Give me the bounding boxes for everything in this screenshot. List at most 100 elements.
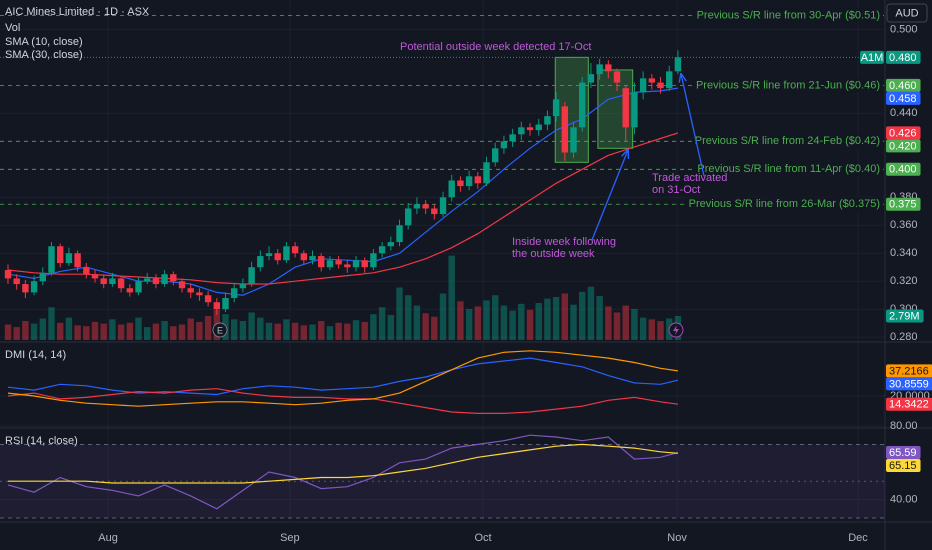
price-tag xyxy=(886,309,924,323)
volume-bar xyxy=(204,315,212,340)
volume-bar xyxy=(535,302,542,340)
candle-body xyxy=(405,208,412,226)
symbol-title: AIC Mines Limited · 1D · ASX xyxy=(5,6,150,18)
y-tick-label: 40.00 xyxy=(890,494,918,506)
y-tick-label: 0.500 xyxy=(890,23,918,35)
candle-body xyxy=(152,278,160,285)
x-tick-label: Dec xyxy=(848,532,868,544)
x-tick-label: Aug xyxy=(98,532,118,544)
candle-body xyxy=(109,278,116,285)
candle-body xyxy=(326,260,334,268)
candle-body xyxy=(448,180,455,198)
candle-body xyxy=(622,88,629,128)
candle-body xyxy=(4,270,12,279)
volume-bar xyxy=(500,305,508,340)
candle-body xyxy=(231,288,238,299)
volume-bar xyxy=(100,323,107,340)
candle-body xyxy=(91,274,99,279)
price-tag-label: 0.420 xyxy=(889,140,917,152)
candle-body xyxy=(518,127,525,135)
pane-title: DMI (14, 14) xyxy=(5,349,66,361)
price-tag xyxy=(886,459,921,473)
earnings-icon[interactable]: E xyxy=(212,322,228,338)
volume-bar xyxy=(231,319,238,340)
volume-bar xyxy=(335,322,342,340)
candle-body xyxy=(65,253,73,264)
candle-body xyxy=(57,246,64,264)
volume-bar xyxy=(248,312,255,340)
price-tag xyxy=(886,91,921,105)
y-tick-label: 80.00 xyxy=(890,420,918,432)
volume-bar xyxy=(109,319,116,340)
x-tick-label: Nov xyxy=(667,532,687,544)
price-tag xyxy=(886,377,932,391)
earnings-marker: E xyxy=(217,325,223,335)
annotation: the outside week xyxy=(512,248,595,260)
indicator-line xyxy=(7,434,679,510)
candle-body xyxy=(117,278,125,289)
event-icon[interactable] xyxy=(668,322,684,338)
volume-bar xyxy=(492,295,499,340)
candle-body xyxy=(204,295,212,303)
symbol-tag-label: A1M xyxy=(861,52,884,64)
price-tag xyxy=(886,126,921,140)
price-tag-label: 0.400 xyxy=(889,164,917,176)
candle-body xyxy=(48,246,55,273)
volume-bar xyxy=(344,323,351,340)
price-tag-label: 0.458 xyxy=(889,93,917,105)
candle-body xyxy=(422,204,429,209)
candle-body xyxy=(161,274,168,285)
volume-bar xyxy=(83,326,90,340)
volume-bar xyxy=(170,326,177,340)
currency-label: AUD xyxy=(895,7,918,19)
volume-bar xyxy=(187,318,194,340)
candle-body xyxy=(361,260,368,268)
candle-body xyxy=(657,82,664,89)
volume-bar xyxy=(431,316,438,340)
candle-body xyxy=(100,278,107,285)
annotation: Trade activated xyxy=(652,172,727,184)
volume-bar xyxy=(257,317,264,340)
volume-bar xyxy=(178,324,186,340)
sr-label-bg xyxy=(693,8,883,23)
candle-body xyxy=(265,253,273,257)
annotation: on 31-Oct xyxy=(652,184,700,196)
candle-body xyxy=(378,246,386,254)
candle-body xyxy=(30,281,38,293)
indicator-line xyxy=(7,388,678,414)
volume-bar xyxy=(596,296,603,340)
volume-bar xyxy=(657,321,664,340)
y-tick-label: 0.360 xyxy=(890,219,918,231)
volume-bar xyxy=(309,324,316,340)
candle-body xyxy=(457,180,464,187)
price-tag-label: 0.480 xyxy=(889,52,917,64)
candle-body xyxy=(13,278,20,285)
candle-body xyxy=(187,288,194,293)
plot-area: Aug Sep Oct Nov Dec0.5000.4400.3800.3600.340… xyxy=(0,8,930,544)
candle-body xyxy=(509,134,516,142)
candle-body xyxy=(605,64,612,72)
candle-body xyxy=(483,162,490,184)
price-tag-label: 0.375 xyxy=(889,199,917,211)
volume-bar xyxy=(22,321,29,340)
volume-bar xyxy=(605,306,612,340)
price-tag-label: 2.79M xyxy=(889,310,920,322)
volume-bar xyxy=(405,295,412,340)
candle-body xyxy=(239,284,247,289)
volume-bar xyxy=(439,293,447,340)
sr-label: Previous S/R line from 30-Apr ($0.51) xyxy=(697,9,880,21)
volume-bar xyxy=(509,310,516,340)
candle-body xyxy=(126,288,134,293)
volume-bar xyxy=(326,326,334,340)
pane-title: RSI (14, close) xyxy=(5,435,78,447)
volume-bar xyxy=(152,323,160,340)
price-tag xyxy=(886,197,921,211)
volume-bar xyxy=(4,324,12,340)
currency-button[interactable] xyxy=(886,3,928,23)
arrow xyxy=(591,150,628,241)
candle-body xyxy=(431,208,438,215)
price-tag xyxy=(886,78,921,92)
y-tick-label: 0.280 xyxy=(890,331,918,343)
